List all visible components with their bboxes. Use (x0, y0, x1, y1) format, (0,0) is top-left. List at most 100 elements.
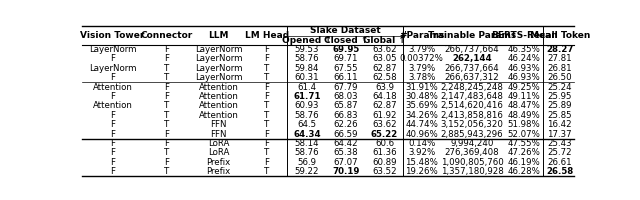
Text: 64.34: 64.34 (293, 130, 321, 139)
Text: F: F (110, 130, 115, 139)
Text: 59.22: 59.22 (295, 167, 319, 176)
Text: 58.76: 58.76 (295, 54, 319, 63)
Text: 3.79%: 3.79% (408, 64, 435, 73)
Text: 34.26%: 34.26% (405, 111, 438, 120)
Text: F: F (264, 158, 269, 167)
Text: F: F (264, 92, 269, 101)
Text: 26.58: 26.58 (546, 167, 573, 176)
Text: 64.5: 64.5 (298, 120, 317, 129)
Text: T: T (164, 120, 170, 129)
Text: Mean Token: Mean Token (529, 31, 590, 40)
Text: 67.79: 67.79 (333, 83, 358, 92)
Text: 65.22: 65.22 (371, 130, 398, 139)
Text: 266,737,664: 266,737,664 (445, 64, 500, 73)
Text: 62.87: 62.87 (372, 101, 397, 110)
Text: Closed ↑: Closed ↑ (324, 36, 368, 45)
Text: F: F (110, 54, 115, 63)
Text: 70.19: 70.19 (332, 167, 360, 176)
Text: T: T (264, 148, 269, 157)
Text: Attention: Attention (199, 111, 239, 120)
Text: 47.26%: 47.26% (508, 148, 541, 157)
Text: F: F (264, 45, 269, 54)
Text: 65.87: 65.87 (333, 101, 358, 110)
Text: 2,514,620,416: 2,514,620,416 (441, 101, 504, 110)
Text: 31.91%: 31.91% (405, 83, 438, 92)
Text: 46.93%: 46.93% (508, 64, 540, 73)
Text: LayerNorm: LayerNorm (89, 45, 136, 54)
Text: 52.07%: 52.07% (508, 130, 541, 139)
Text: 63.62: 63.62 (372, 120, 397, 129)
Text: F: F (164, 92, 170, 101)
Text: 46.24%: 46.24% (508, 54, 541, 63)
Text: T: T (264, 167, 269, 176)
Text: 60.89: 60.89 (372, 158, 397, 167)
Text: 67.55: 67.55 (333, 64, 358, 73)
Text: 25.95: 25.95 (547, 92, 572, 101)
Text: 0.00372%: 0.00372% (400, 54, 444, 63)
Text: 26.81: 26.81 (547, 64, 572, 73)
Text: 9,994,240: 9,994,240 (451, 139, 494, 148)
Text: LayerNorm: LayerNorm (195, 54, 243, 63)
Text: 58.14: 58.14 (295, 139, 319, 148)
Text: 65.38: 65.38 (333, 148, 358, 157)
Text: F: F (110, 148, 115, 157)
Text: F: F (164, 158, 170, 167)
Text: 51.98%: 51.98% (508, 120, 540, 129)
Text: T: T (164, 167, 170, 176)
Text: 3.78%: 3.78% (408, 73, 435, 82)
Text: F: F (164, 45, 170, 54)
Text: 60.93: 60.93 (295, 101, 319, 110)
Text: LayerNorm: LayerNorm (195, 64, 243, 73)
Text: LayerNorm: LayerNorm (195, 45, 243, 54)
Text: 58.76: 58.76 (295, 111, 319, 120)
Text: 46.28%: 46.28% (508, 167, 541, 176)
Text: Opened ↑: Opened ↑ (282, 36, 332, 45)
Text: F: F (264, 130, 269, 139)
Text: F: F (264, 139, 269, 148)
Text: FFN: FFN (211, 130, 227, 139)
Text: 63.62: 63.62 (372, 45, 397, 54)
Text: 46.93%: 46.93% (508, 73, 540, 82)
Text: 61.4: 61.4 (298, 83, 317, 92)
Text: 2,248,245,248: 2,248,245,248 (441, 83, 504, 92)
Text: 63.05: 63.05 (372, 54, 397, 63)
Text: 25.24: 25.24 (547, 83, 572, 92)
Text: 61.92: 61.92 (372, 111, 397, 120)
Text: 49.11%: 49.11% (508, 92, 540, 101)
Text: 35.69%: 35.69% (405, 101, 438, 110)
Text: 67.07: 67.07 (333, 158, 358, 167)
Text: Slake Dataset: Slake Dataset (310, 26, 381, 35)
Text: F: F (110, 111, 115, 120)
Text: 25.89: 25.89 (547, 101, 572, 110)
Text: 25.85: 25.85 (547, 111, 572, 120)
Text: LayerNorm: LayerNorm (195, 73, 243, 82)
Text: LM Head: LM Head (244, 31, 289, 40)
Text: 69.71: 69.71 (333, 54, 358, 63)
Text: #Params: #Params (399, 31, 444, 40)
Text: 0.14%: 0.14% (408, 139, 435, 148)
Text: 276,369,408: 276,369,408 (445, 148, 499, 157)
Text: T: T (164, 101, 170, 110)
Text: 62.26: 62.26 (333, 120, 358, 129)
Text: 58.76: 58.76 (295, 148, 319, 157)
Text: 3.79%: 3.79% (408, 45, 435, 54)
Text: Attention: Attention (93, 83, 132, 92)
Text: LLM: LLM (209, 31, 229, 40)
Text: 48.49%: 48.49% (508, 111, 540, 120)
Text: 61.71: 61.71 (293, 92, 321, 101)
Text: 46.35%: 46.35% (508, 45, 541, 54)
Text: F: F (164, 139, 170, 148)
Text: Vision Tower: Vision Tower (81, 31, 145, 40)
Text: 2,885,943,296: 2,885,943,296 (441, 130, 504, 139)
Text: 27.81: 27.81 (547, 54, 572, 63)
Text: T: T (264, 111, 269, 120)
Text: 46.19%: 46.19% (508, 158, 540, 167)
Text: F: F (110, 92, 115, 101)
Text: Connector: Connector (141, 31, 193, 40)
Text: Prefix: Prefix (207, 158, 231, 167)
Text: 62.87: 62.87 (372, 64, 397, 73)
Text: 64.42: 64.42 (333, 139, 358, 148)
Text: F: F (264, 54, 269, 63)
Text: 15.48%: 15.48% (405, 158, 438, 167)
Text: 56.9: 56.9 (298, 158, 317, 167)
